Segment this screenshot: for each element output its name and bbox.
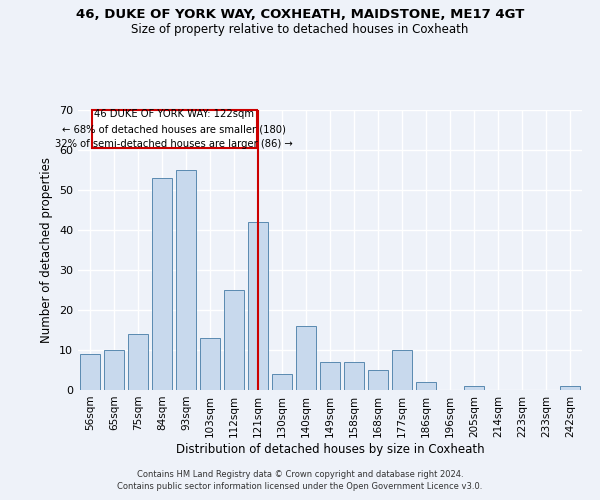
Bar [320,362,340,390]
Bar [128,334,148,390]
Bar [176,170,196,390]
Text: Size of property relative to detached houses in Coxheath: Size of property relative to detached ho… [131,22,469,36]
Bar [464,386,484,390]
Text: Contains HM Land Registry data © Crown copyright and database right 2024.: Contains HM Land Registry data © Crown c… [137,470,463,479]
FancyBboxPatch shape [92,110,257,148]
Bar [152,178,172,390]
Bar [200,338,220,390]
Bar [560,386,580,390]
Bar [392,350,412,390]
Text: Distribution of detached houses by size in Coxheath: Distribution of detached houses by size … [176,442,484,456]
Text: Contains public sector information licensed under the Open Government Licence v3: Contains public sector information licen… [118,482,482,491]
Bar [344,362,364,390]
Text: 46 DUKE OF YORK WAY: 122sqm
← 68% of detached houses are smaller (180)
32% of se: 46 DUKE OF YORK WAY: 122sqm ← 68% of det… [55,109,293,149]
Bar [416,382,436,390]
Bar [368,370,388,390]
Bar [296,326,316,390]
Text: 46, DUKE OF YORK WAY, COXHEATH, MAIDSTONE, ME17 4GT: 46, DUKE OF YORK WAY, COXHEATH, MAIDSTON… [76,8,524,20]
Bar [224,290,244,390]
Bar [104,350,124,390]
Bar [248,222,268,390]
Bar [80,354,100,390]
Bar [272,374,292,390]
Y-axis label: Number of detached properties: Number of detached properties [40,157,53,343]
